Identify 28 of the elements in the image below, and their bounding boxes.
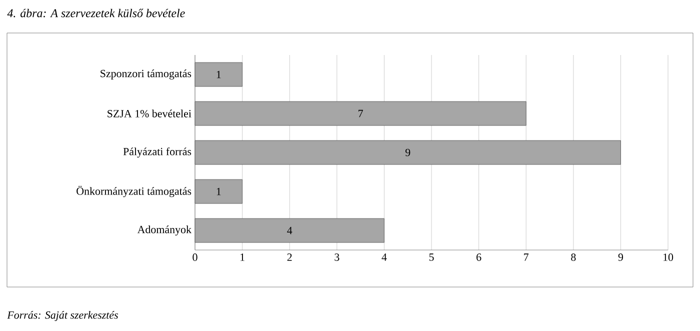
x-tick-label: 7 — [524, 254, 529, 261]
x-tick-label: 2 — [287, 254, 292, 261]
x-tick-label: 6 — [476, 254, 482, 261]
bar — [194, 140, 621, 165]
x-tick-label: 10 — [663, 254, 674, 261]
bar — [194, 62, 242, 87]
data-label: 1 — [216, 188, 221, 196]
x-tick-label: 9 — [618, 254, 623, 261]
x-tick-label: 3 — [334, 254, 340, 261]
x-tick-label: 8 — [571, 254, 576, 261]
y-tick-label: Adományok — [137, 226, 192, 236]
x-tick-label: 4 — [382, 254, 387, 261]
y-tick-label: SZJA 1% bevételei — [108, 110, 192, 118]
data-label: 4 — [287, 226, 292, 234]
text: Forrás: Saját szerkesztés — [7, 311, 118, 321]
data-label: 7 — [358, 110, 363, 118]
bar — [194, 101, 526, 126]
bar — [194, 218, 384, 243]
y-tick-label: Önkormányzati támogatás — [76, 186, 192, 198]
y-tick-label: Szponzori támogatás — [100, 70, 192, 80]
x-tick-label: 1 — [240, 254, 244, 261]
y-tick-label: Pályázati forrás — [123, 147, 192, 158]
data-label: 9 — [405, 148, 410, 156]
text: 4. ábra: A szervezetek külső bevétele — [7, 8, 185, 18]
x-tick-label: 0 — [192, 254, 198, 261]
bar — [194, 179, 242, 204]
x-tick-label: 5 — [429, 254, 434, 261]
data-label: 1 — [216, 70, 221, 78]
